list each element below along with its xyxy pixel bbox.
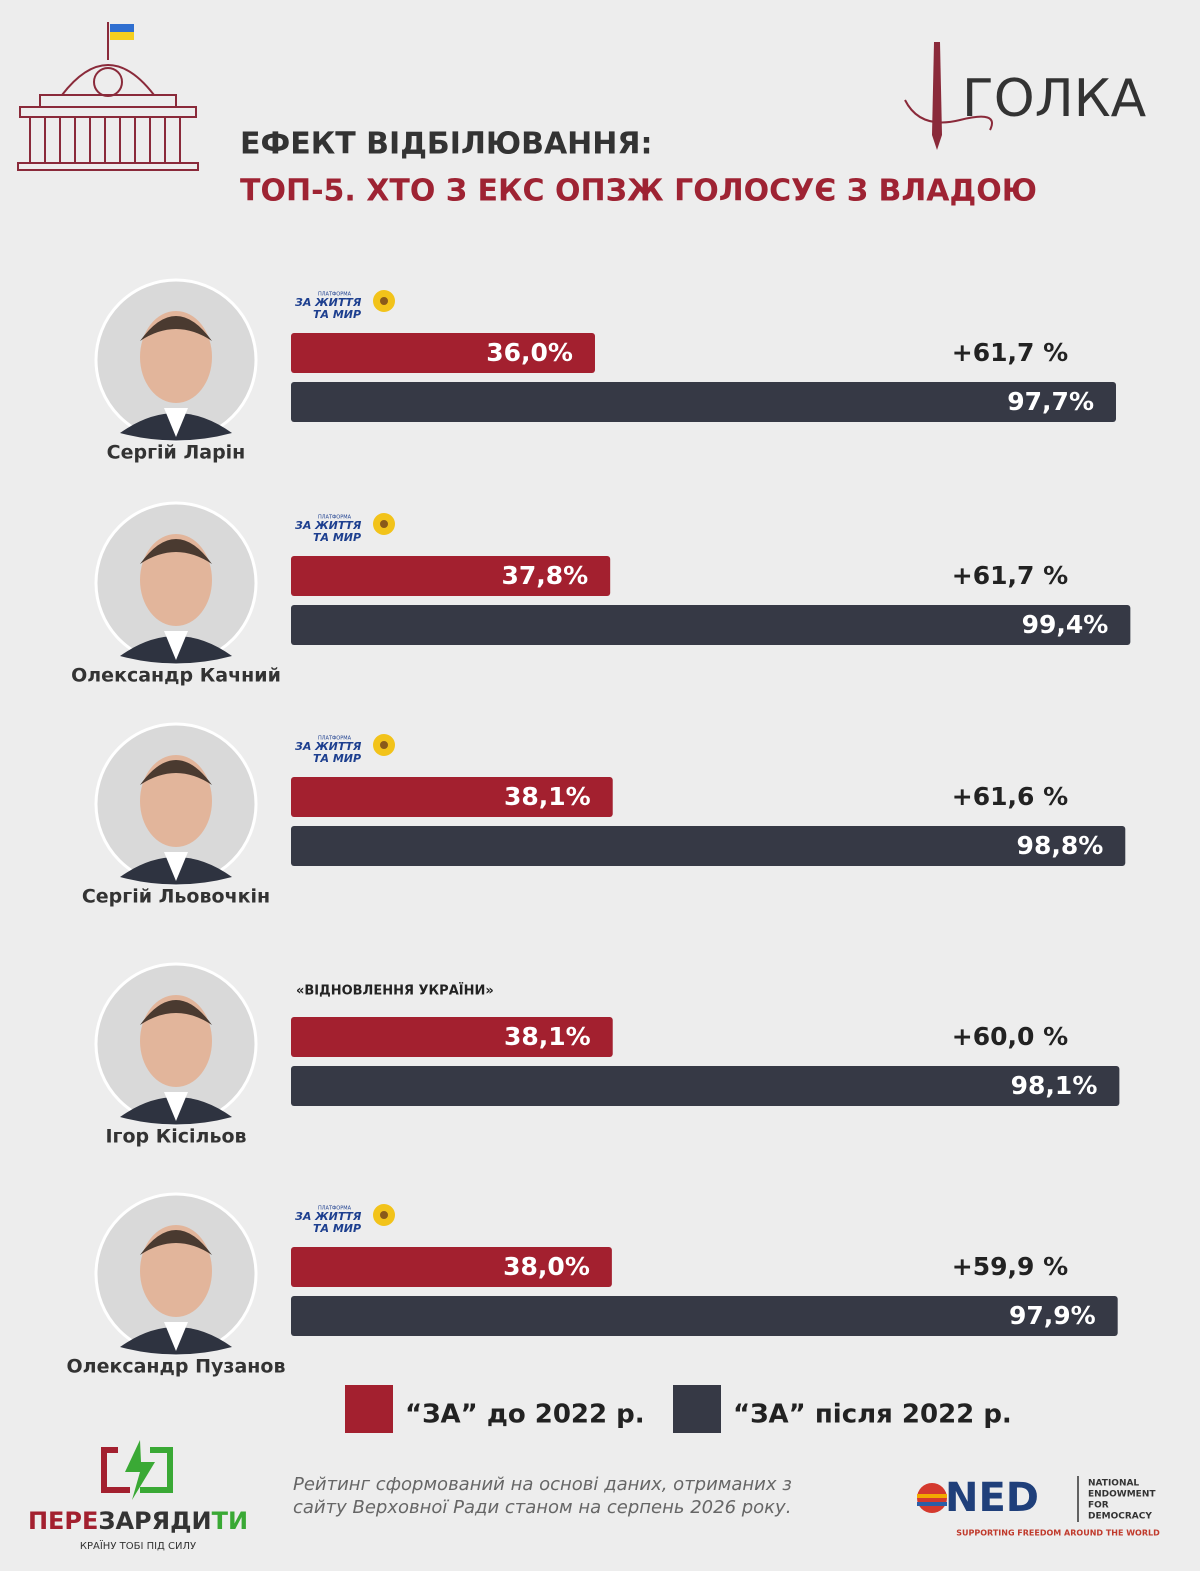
- ned-line: DEMOCRACY: [1088, 1512, 1152, 1522]
- difference-label: +61,7 %: [952, 338, 1068, 367]
- value-label: 37,8%: [501, 561, 588, 590]
- bar: [291, 1247, 612, 1287]
- portrait-face: [140, 1225, 212, 1317]
- sunflower-core: [380, 520, 388, 528]
- person-name: Ігор Кісільов: [105, 1126, 246, 1148]
- slogan: КРАЇНУ ТОБІ ПІД СИЛУ: [80, 1539, 196, 1552]
- party-small: ПЛАТФОРМА: [318, 736, 352, 742]
- footnote: Рейтинг сформований на основі даних, отр…: [293, 1474, 792, 1495]
- sunflower-core: [380, 1211, 388, 1219]
- party-name: ЗА ЖИТТЯ: [295, 1210, 362, 1223]
- party-small: ПЛАТФОРМА: [318, 515, 352, 521]
- portrait-hair: [140, 1000, 212, 1025]
- brand: ГОЛКА: [962, 69, 1147, 129]
- party-name: ТА МИР: [313, 752, 361, 765]
- portrait-shirt: [164, 1322, 188, 1351]
- portrait-hair: [140, 539, 212, 564]
- brand-part: ПЕРЕ: [28, 1507, 98, 1535]
- value-label: 98,1%: [1011, 1071, 1098, 1100]
- chart-title: ЕФЕКТ ВІДБІЛЮВАННЯ:: [240, 127, 652, 162]
- value-label: 36,0%: [486, 338, 573, 367]
- perezaryadyty-logo: ПЕРЕЗАРЯДИТИ КРАЇНУ ТОБІ ПІД СИЛУ: [28, 1440, 248, 1552]
- party-small: ПЛАТФОРМА: [318, 292, 352, 298]
- bar: [291, 1017, 613, 1057]
- party-name: «ВІДНОВЛЕННЯ УКРАЇНИ»: [296, 983, 494, 999]
- difference-label: +59,9 %: [952, 1252, 1068, 1281]
- bar: [291, 556, 611, 596]
- ned-tagline: SUPPORTING FREEDOM AROUND THE WORLD: [956, 1529, 1160, 1538]
- ned-line: NATIONAL: [1088, 1479, 1139, 1489]
- bar: [291, 1296, 1118, 1336]
- legend-label: “ЗА” до 2022 р.: [405, 1400, 645, 1430]
- bar: [291, 382, 1116, 422]
- ned-line: FOR: [1088, 1501, 1109, 1511]
- portrait-face: [140, 755, 212, 847]
- bar: [291, 605, 1131, 645]
- value-label: 99,4%: [1022, 610, 1109, 639]
- portrait-shirt: [164, 852, 188, 881]
- golka-logo: ГОЛКА: [904, 42, 1147, 150]
- portrait-shirt: [164, 1092, 188, 1121]
- chart-subtitle: ТОП-5. ХТО З ЕКС ОПЗЖ ГОЛОСУЄ З ВЛАДОЮ: [240, 174, 1037, 209]
- bar: [291, 826, 1126, 866]
- brand-name: ПЕРЕЗАРЯДИТИ: [28, 1507, 248, 1535]
- person-name: Олександр Пузанов: [67, 1356, 286, 1378]
- portrait: [94, 722, 258, 886]
- legend-swatch: [345, 1385, 393, 1433]
- value-label: 98,8%: [1017, 831, 1104, 860]
- legend-swatch: [673, 1385, 721, 1433]
- brand-part: ЗАРЯДИ: [98, 1507, 211, 1535]
- value-label: 38,1%: [504, 782, 591, 811]
- difference-label: +61,7 %: [952, 561, 1068, 590]
- value-label: 38,1%: [504, 1022, 591, 1051]
- brand-part: ТИ: [212, 1507, 248, 1535]
- bar: [291, 333, 595, 373]
- ned: NED: [945, 1475, 1039, 1521]
- sunflower-core: [380, 297, 388, 305]
- bar: [291, 1066, 1120, 1106]
- portrait-hair: [140, 316, 212, 341]
- footnote: сайту Верховної Ради станом на серпень 2…: [293, 1497, 791, 1518]
- party-name: ЗА ЖИТТЯ: [295, 740, 362, 753]
- difference-label: +61,6 %: [952, 782, 1068, 811]
- portrait-face: [140, 995, 212, 1087]
- party-name: ТА МИР: [313, 308, 361, 321]
- portrait: [94, 278, 258, 442]
- person-name: Сергій Ларін: [107, 442, 246, 464]
- portrait-hair: [140, 760, 212, 785]
- value-label: 97,9%: [1009, 1301, 1096, 1330]
- person-name: Олександр Качний: [71, 665, 281, 687]
- party-name: ЗА ЖИТТЯ: [295, 519, 362, 532]
- person-name: Сергій Льовочкін: [82, 886, 270, 908]
- party-name: ЗА ЖИТТЯ: [295, 296, 362, 309]
- portrait-shirt: [164, 631, 188, 660]
- difference-label: +60,0 %: [952, 1022, 1068, 1051]
- value-label: 97,7%: [1007, 387, 1094, 416]
- portrait: [94, 1192, 258, 1356]
- portrait-shirt: [164, 408, 188, 437]
- portrait: [94, 962, 258, 1126]
- party-name: ТА МИР: [313, 531, 361, 544]
- party-small: ПЛАТФОРМА: [318, 1206, 352, 1212]
- party-name: ТА МИР: [313, 1222, 361, 1235]
- ned-line: ENDOWMENT: [1088, 1490, 1156, 1500]
- ned-logo: NED NATIONAL ENDOWMENT FOR DEMOCRACY SUP…: [917, 1475, 1160, 1538]
- portrait: [94, 501, 258, 665]
- parliament-icon: [17, 22, 199, 171]
- bar: [291, 777, 613, 817]
- portrait-hair: [140, 1230, 212, 1255]
- sunflower-core: [380, 741, 388, 749]
- portrait-face: [140, 534, 212, 626]
- legend-label: “ЗА” після 2022 р.: [733, 1400, 1012, 1430]
- portrait-face: [140, 311, 212, 403]
- value-label: 38,0%: [503, 1252, 590, 1281]
